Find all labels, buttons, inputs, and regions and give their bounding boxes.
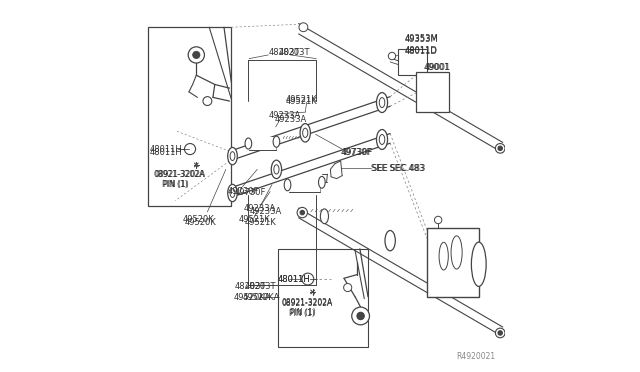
Circle shape: [302, 273, 314, 285]
Ellipse shape: [230, 189, 235, 198]
Ellipse shape: [228, 185, 237, 202]
Text: 48011D: 48011D: [405, 46, 438, 55]
Text: 49520KA: 49520KA: [233, 293, 271, 302]
Text: 49233A: 49233A: [268, 111, 301, 121]
Ellipse shape: [380, 97, 385, 108]
Circle shape: [495, 328, 505, 338]
Circle shape: [357, 312, 364, 320]
Ellipse shape: [300, 124, 310, 142]
Ellipse shape: [245, 138, 252, 149]
Text: PIN (1): PIN (1): [290, 308, 316, 317]
Ellipse shape: [284, 179, 291, 191]
Text: 49521K: 49521K: [286, 97, 318, 106]
Text: 08921-3202A: 08921-3202A: [155, 170, 206, 179]
Text: 49730F: 49730F: [235, 188, 266, 197]
Bar: [249, 137, 276, 150]
Text: 49001: 49001: [424, 63, 451, 72]
Ellipse shape: [303, 128, 308, 137]
Text: 49521K: 49521K: [244, 218, 276, 227]
Bar: [427, 228, 479, 297]
Text: 49353M: 49353M: [405, 35, 438, 44]
Circle shape: [495, 144, 505, 153]
Text: 49521K: 49521K: [286, 95, 318, 104]
Circle shape: [352, 307, 369, 325]
Text: R4920021: R4920021: [456, 352, 496, 361]
Bar: [278, 249, 368, 347]
Circle shape: [188, 47, 204, 63]
Circle shape: [299, 23, 308, 32]
Text: 08921-3202A: 08921-3202A: [281, 298, 333, 307]
Bar: [289, 178, 320, 192]
Text: 08921-3202A: 08921-3202A: [281, 299, 333, 308]
Circle shape: [435, 216, 442, 224]
Text: 49233A: 49233A: [275, 115, 307, 124]
Ellipse shape: [321, 209, 328, 224]
Text: PIN (1): PIN (1): [162, 180, 188, 189]
Text: 49520K: 49520K: [185, 218, 216, 227]
Circle shape: [388, 52, 396, 60]
Text: 49730F: 49730F: [228, 187, 259, 196]
Ellipse shape: [439, 242, 448, 270]
Text: 48011H: 48011H: [278, 275, 310, 284]
Ellipse shape: [451, 236, 462, 269]
Text: 49730F: 49730F: [341, 148, 372, 157]
Text: 48011D: 48011D: [405, 47, 438, 56]
Bar: [397, 49, 427, 75]
Circle shape: [193, 51, 200, 59]
Ellipse shape: [380, 135, 385, 144]
Text: PIN (1): PIN (1): [289, 308, 314, 318]
Text: 08921-3202A: 08921-3202A: [154, 170, 205, 179]
Ellipse shape: [228, 147, 237, 165]
Ellipse shape: [472, 242, 486, 286]
Text: 49233A: 49233A: [250, 207, 282, 217]
Ellipse shape: [376, 93, 388, 112]
Text: SEE SEC.483: SEE SEC.483: [371, 164, 424, 173]
Text: 49233A: 49233A: [243, 204, 275, 214]
Text: PIN (1): PIN (1): [163, 180, 189, 189]
Ellipse shape: [376, 129, 388, 150]
Text: 48203T: 48203T: [278, 48, 310, 57]
Ellipse shape: [271, 160, 282, 179]
Text: 49730F: 49730F: [340, 148, 372, 157]
Circle shape: [184, 144, 196, 155]
Ellipse shape: [319, 176, 325, 188]
Text: SEE SEC.483: SEE SEC.483: [372, 164, 425, 173]
Text: 49353M: 49353M: [405, 34, 438, 43]
Text: 48011H—: 48011H—: [278, 275, 319, 283]
Text: 48011H: 48011H: [149, 148, 182, 157]
Circle shape: [203, 97, 212, 106]
Circle shape: [300, 211, 305, 215]
Bar: [148, 27, 232, 206]
Ellipse shape: [273, 136, 280, 147]
Circle shape: [498, 146, 502, 151]
Text: 49001: 49001: [424, 63, 451, 72]
Bar: [416, 71, 449, 112]
Ellipse shape: [385, 231, 396, 251]
Ellipse shape: [230, 152, 235, 161]
Circle shape: [498, 331, 502, 335]
Circle shape: [344, 283, 352, 292]
Text: 49521K: 49521K: [239, 215, 271, 224]
Circle shape: [297, 208, 307, 218]
Text: 48203T: 48203T: [244, 282, 276, 291]
Ellipse shape: [274, 165, 279, 174]
Text: 48203T: 48203T: [234, 282, 266, 291]
Text: 49520KA: 49520KA: [243, 293, 280, 302]
Text: 48203T: 48203T: [268, 48, 300, 57]
Text: 49520K: 49520K: [182, 215, 214, 224]
Text: 48011H—: 48011H—: [149, 145, 191, 154]
